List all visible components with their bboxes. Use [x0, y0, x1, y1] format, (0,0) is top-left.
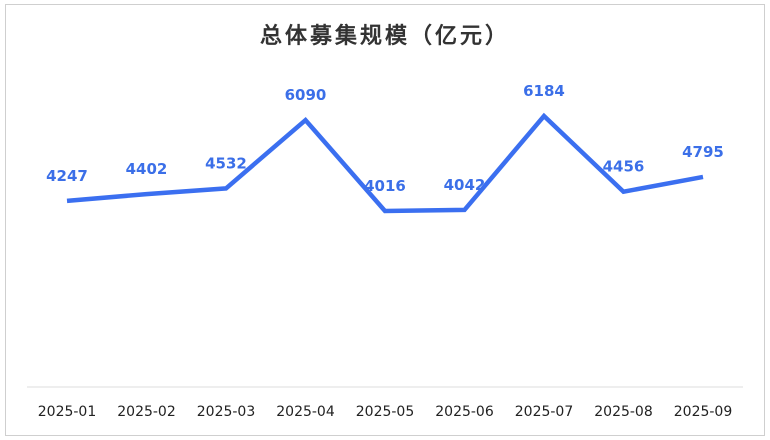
- x-tick-label: 2025-01: [38, 404, 97, 420]
- data-label: 6090: [285, 86, 327, 104]
- data-label: 6184: [523, 82, 565, 100]
- drop-lines: [66, 116, 704, 387]
- data-labels: 4247 4402 4532 6090 4016 4042 6184 4456 4795: [46, 82, 724, 195]
- x-tick-label: 2025-06: [435, 404, 494, 420]
- x-tick-label: 2025-02: [117, 404, 176, 420]
- x-tick-label: 2025-03: [197, 404, 256, 420]
- chart-title: 总体募集规模（亿元）: [259, 23, 510, 49]
- x-axis-labels: 2025-01 2025-02 2025-03 2025-04 2025-05 2025-…: [38, 404, 733, 420]
- data-label: 4402: [126, 160, 168, 178]
- series-line: [66, 112, 704, 214]
- data-label: 4795: [682, 143, 724, 161]
- data-label: 4042: [444, 176, 486, 194]
- x-tick-label: 2025-05: [356, 404, 415, 420]
- data-label: 4247: [46, 167, 88, 185]
- x-tick-label: 2025-04: [276, 404, 335, 420]
- x-tick-label: 2025-07: [515, 404, 574, 420]
- x-tick-label: 2025-09: [674, 404, 733, 420]
- data-label: 4456: [603, 158, 645, 176]
- data-label: 4016: [364, 177, 406, 195]
- x-tick-label: 2025-08: [594, 404, 653, 420]
- data-label: 4532: [205, 154, 247, 172]
